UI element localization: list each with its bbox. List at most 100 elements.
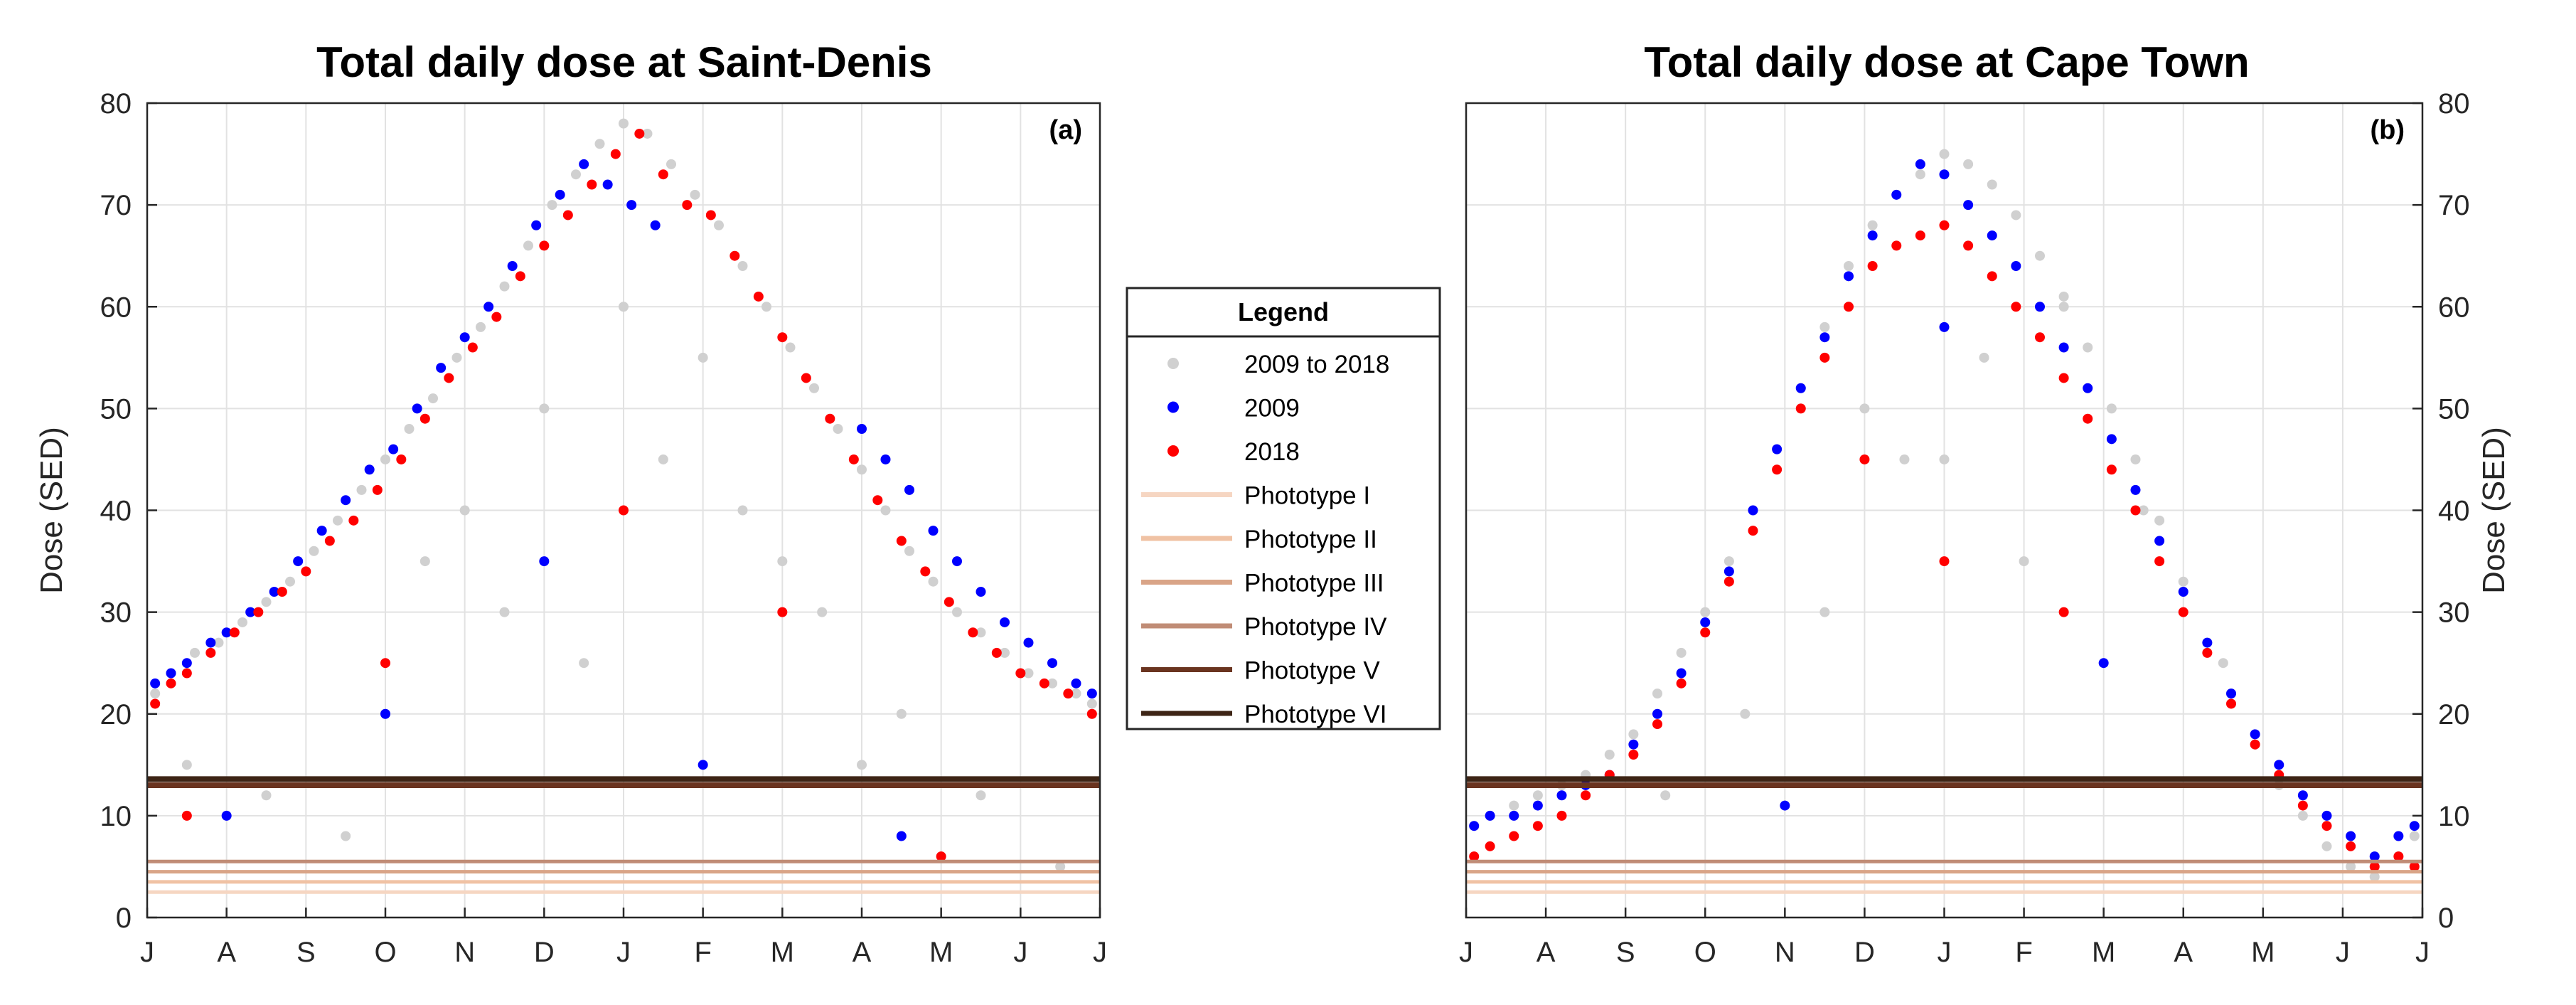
data-point bbox=[1047, 658, 1057, 669]
data-point bbox=[1485, 810, 1495, 821]
data-point bbox=[2178, 576, 2188, 587]
data-point bbox=[825, 413, 835, 424]
legend-label: Phototype III bbox=[1244, 570, 1384, 597]
data-point bbox=[396, 454, 407, 464]
data-point bbox=[1915, 169, 1925, 180]
series-2018 bbox=[150, 128, 1097, 862]
x-tick-label: A bbox=[853, 937, 872, 968]
panel-label: (a) bbox=[1049, 115, 1082, 145]
data-point bbox=[1723, 566, 1734, 577]
x-tick-label: J bbox=[616, 937, 631, 968]
data-point bbox=[483, 302, 494, 312]
data-point bbox=[602, 179, 613, 190]
y-tick-label: 60 bbox=[2438, 292, 2470, 323]
data-point bbox=[1859, 454, 1870, 464]
data-point bbox=[181, 668, 192, 679]
y-tick-label: 0 bbox=[2438, 903, 2454, 934]
data-point bbox=[610, 149, 621, 159]
x-tick-label: D bbox=[534, 937, 555, 968]
data-point bbox=[2369, 861, 2380, 872]
data-point bbox=[920, 566, 931, 577]
data-point bbox=[785, 342, 796, 353]
data-point bbox=[1987, 230, 1997, 241]
data-point bbox=[801, 373, 811, 383]
data-point bbox=[356, 484, 367, 495]
data-point bbox=[2058, 291, 2069, 302]
data-point bbox=[2083, 383, 2093, 393]
y-axis-label: Dose (SED) bbox=[2476, 427, 2511, 594]
data-point bbox=[1700, 617, 1711, 627]
series-2009 bbox=[150, 159, 1097, 841]
data-point bbox=[777, 332, 788, 343]
y-tick-label: 60 bbox=[100, 292, 132, 323]
data-point bbox=[2369, 851, 2380, 862]
data-point bbox=[1532, 821, 1543, 831]
data-point bbox=[2106, 434, 2117, 445]
data-point bbox=[1819, 332, 1830, 343]
data-point bbox=[976, 627, 986, 638]
data-point bbox=[261, 597, 272, 607]
data-point bbox=[2138, 505, 2149, 516]
data-point bbox=[1676, 678, 1687, 688]
data-point bbox=[2130, 454, 2141, 464]
legend: Legend 2009 to 2018 2009 2018 Phototype I Pho… bbox=[1126, 287, 1441, 730]
y-tick-label: 20 bbox=[2438, 699, 2470, 730]
y-tick-label: 80 bbox=[2438, 88, 2470, 119]
legend-marker bbox=[1167, 358, 1179, 369]
data-point bbox=[2321, 821, 2332, 831]
data-point bbox=[181, 658, 192, 669]
data-point bbox=[2346, 861, 2356, 872]
legend-label: Phototype V bbox=[1244, 657, 1380, 685]
data-point bbox=[2083, 342, 2093, 353]
data-point bbox=[1987, 179, 1997, 190]
x-tick-label: J bbox=[2415, 937, 2430, 968]
data-point bbox=[2346, 831, 2356, 841]
x-tick-label: J bbox=[140, 937, 154, 968]
data-point bbox=[150, 678, 161, 688]
data-point bbox=[1055, 861, 1066, 872]
data-point bbox=[555, 189, 565, 200]
data-point bbox=[2011, 261, 2021, 271]
data-point bbox=[341, 495, 351, 506]
data-point bbox=[928, 576, 939, 587]
x-tick-label: M bbox=[2251, 937, 2275, 968]
data-point bbox=[1023, 668, 1034, 679]
data-point bbox=[698, 352, 708, 363]
data-point bbox=[2297, 800, 2308, 811]
data-point bbox=[166, 668, 176, 679]
legend-label: Phototype II bbox=[1244, 526, 1377, 553]
data-point bbox=[1509, 800, 1519, 811]
data-point bbox=[1604, 750, 1615, 760]
data-point bbox=[539, 403, 550, 414]
data-point bbox=[316, 526, 327, 536]
data-point bbox=[619, 505, 629, 516]
data-point bbox=[1509, 810, 1519, 821]
data-point bbox=[2297, 790, 2308, 801]
data-point bbox=[1963, 200, 1974, 211]
data-point bbox=[642, 128, 653, 139]
x-tick-label: O bbox=[1694, 937, 1716, 968]
data-point bbox=[1899, 454, 1910, 464]
data-point bbox=[404, 424, 415, 434]
data-point bbox=[1915, 230, 1925, 241]
data-point bbox=[579, 658, 589, 669]
data-point bbox=[2035, 332, 2045, 343]
data-point bbox=[293, 556, 304, 567]
data-point bbox=[1748, 505, 1758, 516]
data-point bbox=[2202, 647, 2213, 658]
data-point bbox=[729, 250, 740, 261]
data-point bbox=[2274, 760, 2284, 770]
data-point bbox=[880, 454, 891, 464]
data-point bbox=[1915, 159, 1925, 169]
x-tick-label: F bbox=[694, 937, 711, 968]
data-point bbox=[1676, 647, 1687, 658]
data-point bbox=[2250, 739, 2260, 750]
data-point bbox=[761, 302, 771, 312]
y-tick-label: 20 bbox=[100, 699, 132, 730]
data-point bbox=[1723, 556, 1734, 567]
data-point bbox=[2202, 637, 2213, 648]
data-point bbox=[952, 607, 962, 617]
data-point bbox=[451, 352, 462, 363]
data-point bbox=[936, 851, 946, 862]
legend-marker bbox=[1167, 445, 1179, 457]
